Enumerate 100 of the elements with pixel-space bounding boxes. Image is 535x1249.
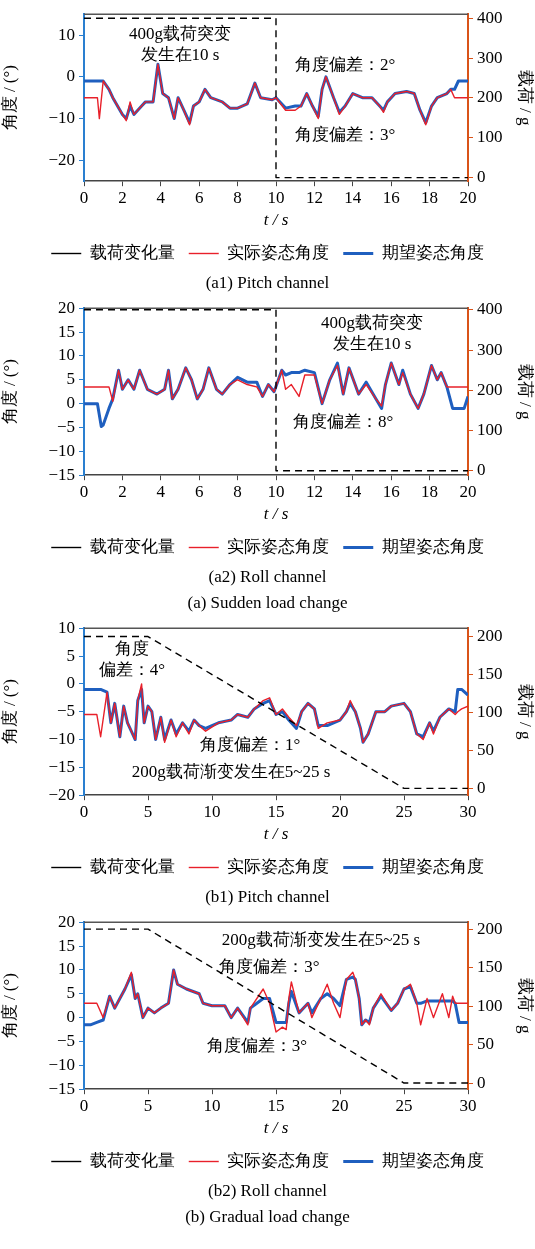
x-tick-label: 12 [305,481,323,501]
y-tick-label: −15 [48,1078,75,1098]
y-tick-label: −5 [56,701,75,721]
x-tick-label: 20 [331,1095,349,1115]
x-tick-label: 10 [203,801,221,821]
y2-axis-title: 载荷 / g [516,683,535,741]
text: (b1) Pitch channel [204,886,331,908]
annotation: 200g载荷渐变发生在5~25 s [221,930,421,950]
x-tick-label: 25 [395,1095,413,1115]
y-tick-label: 10 [58,959,75,979]
y-tick-label: 15 [58,935,75,955]
legend-label: 载荷变化量 [89,536,175,556]
x-tick-label: 0 [79,187,89,207]
x-tick-label: 2 [118,481,127,501]
annotation: 角度偏差：3° [206,1035,307,1055]
annotation: 角度偏差：2° [294,55,396,75]
legend-label: 期望姿态角度 [381,242,484,262]
legend-label: 期望姿态角度 [381,536,484,556]
y-tick-label: 20 [58,297,75,317]
y-tick-label: −5 [56,1030,75,1050]
text: (b) Gradual load change [184,1206,351,1228]
x-tick-label: 2 [118,187,127,207]
annotation: 角度偏差：8° [293,412,394,432]
y2-tick-label: 0 [477,167,486,187]
y2-tick-label: 0 [477,777,486,797]
x-tick-label: 14 [344,187,362,207]
x-tick-label: 16 [382,481,400,501]
legend-label: 实际姿态角度 [227,856,330,876]
text: (a1) Pitch channel [204,272,331,294]
y-tick-label: −5 [56,416,75,436]
x-tick-label: 18 [421,187,439,207]
x-axis-title: t / s [263,1118,289,1138]
annotation: 200g载荷渐变发生在5~25 s [131,762,331,782]
x-tick-label: 15 [267,801,285,821]
y2-tick-label: 150 [477,663,503,683]
y-tick-label: 10 [58,24,75,44]
y-tick-label: 0 [66,1007,75,1027]
x-tick-label: 14 [344,481,362,501]
x-tick-label: 16 [382,187,400,207]
y-tick-label: −10 [48,729,75,748]
annotation: 角度偏差：1° [200,734,301,754]
x-tick-label: 0 [79,1095,89,1115]
legend-label: 期望姿态角度 [381,856,484,876]
x-axis-title: t / s [263,210,289,230]
y2-tick-label: 200 [477,918,503,938]
x-tick-label: 25 [395,801,413,821]
annotation: 400g载荷突变发生在10 s [129,23,231,64]
x-tick-label: 30 [459,1095,477,1115]
annotation: 角度偏差：3° [294,124,396,144]
y2-axis-title: 载荷 / g [516,977,535,1035]
y2-tick-label: 400 [477,7,503,27]
y-tick-label: −20 [48,784,75,804]
x-tick-label: 10 [267,481,285,501]
y-axis-title: 角度 / (°) [0,359,19,425]
x-tick-label: 4 [156,187,166,207]
y-tick-label: 0 [66,673,75,693]
x-axis-title: t / s [263,504,289,524]
legend-label: 载荷变化量 [89,242,175,262]
y-tick-label: 5 [66,369,75,389]
legend-label: 实际姿态角度 [227,1150,330,1170]
y-tick-label: −10 [48,440,75,460]
y2-tick-label: 100 [477,995,503,1015]
y-tick-label: 10 [58,345,75,365]
y2-tick-label: 0 [477,460,486,480]
y-tick-label: 20 [58,911,75,931]
y-axis-title: 角度 / (°) [0,65,19,131]
x-tick-label: 6 [194,481,204,501]
y2-tick-label: 0 [477,1072,486,1092]
text: (b2) Roll channel [207,1180,328,1202]
x-tick-label: 0 [79,801,89,821]
x-tick-label: 8 [233,187,242,207]
y-tick-label: −10 [48,1054,75,1074]
y-tick-label: 0 [66,66,75,86]
x-tick-label: 20 [331,801,349,821]
text: (a) Sudden load change [186,592,349,614]
x-tick-label: 5 [143,1095,153,1115]
y-tick-label: −15 [48,464,75,484]
y2-tick-label: 150 [477,957,503,977]
y-axis-title: 角度 / (°) [0,973,19,1039]
y-tick-label: 10 [58,617,75,637]
y-tick-label: −20 [48,149,75,169]
x-tick-label: 8 [233,481,242,501]
annotation: 角度偏差：3° [219,956,320,976]
y-tick-label: −15 [48,756,75,776]
x-tick-label: 15 [267,1095,285,1115]
legend-label: 期望姿态角度 [381,1150,484,1170]
y-tick-label: 5 [66,645,75,665]
y2-tick-label: 100 [477,127,503,147]
y2-tick-label: 100 [477,420,503,439]
y-tick-label: 0 [66,393,75,413]
legend-label: 实际姿态角度 [227,536,330,556]
x-tick-label: 10 [203,1095,221,1115]
x-tick-label: 30 [459,801,477,821]
annotation: 角度偏差：4° [98,639,166,680]
x-tick-label: 0 [79,481,89,501]
x-axis-title: t / s [263,824,289,844]
x-tick-label: 20 [459,187,477,207]
y2-tick-label: 400 [477,299,503,319]
x-tick-label: 20 [459,481,477,501]
y-tick-label: 5 [66,983,75,1003]
